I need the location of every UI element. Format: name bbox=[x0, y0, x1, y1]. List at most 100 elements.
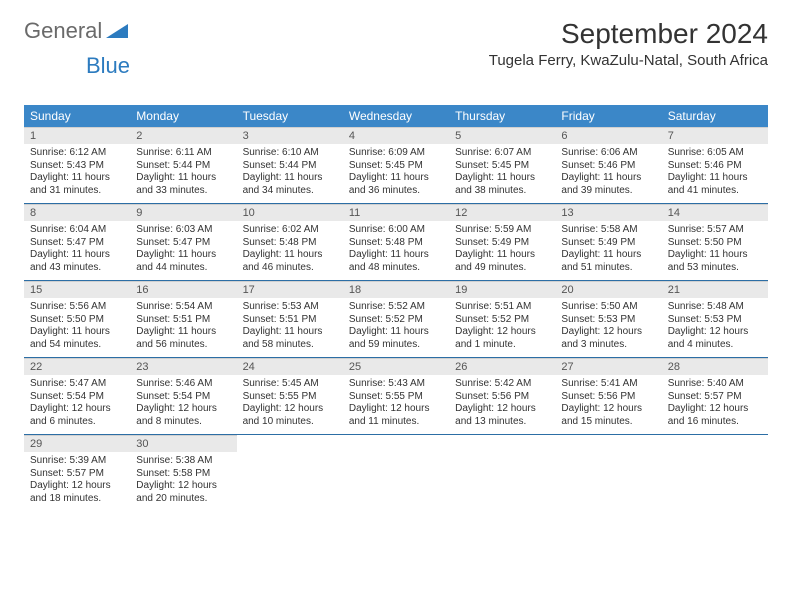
date-number: 8 bbox=[24, 204, 130, 221]
day-details: Sunrise: 5:47 AMSunset: 5:54 PMDaylight:… bbox=[24, 375, 130, 434]
daylight-line2: and 43 minutes. bbox=[30, 262, 124, 275]
daylight-line2: and 4 minutes. bbox=[668, 339, 762, 352]
sunset-text: Sunset: 5:49 PM bbox=[561, 237, 655, 250]
date-number: 19 bbox=[449, 281, 555, 298]
daylight-line1: Daylight: 11 hours bbox=[136, 326, 230, 339]
daylight-line1: Daylight: 11 hours bbox=[243, 249, 337, 262]
day-cell: 30Sunrise: 5:38 AMSunset: 5:58 PMDayligh… bbox=[130, 435, 236, 511]
sunset-text: Sunset: 5:49 PM bbox=[455, 237, 549, 250]
daylight-line2: and 49 minutes. bbox=[455, 262, 549, 275]
date-number: 21 bbox=[662, 281, 768, 298]
sunrise-text: Sunrise: 6:06 AM bbox=[561, 147, 655, 160]
daylight-line1: Daylight: 11 hours bbox=[243, 172, 337, 185]
sunset-text: Sunset: 5:46 PM bbox=[668, 160, 762, 173]
sunrise-text: Sunrise: 5:54 AM bbox=[136, 301, 230, 314]
sunset-text: Sunset: 5:46 PM bbox=[561, 160, 655, 173]
daylight-line2: and 18 minutes. bbox=[30, 493, 124, 506]
sunrise-text: Sunrise: 5:43 AM bbox=[349, 378, 443, 391]
sunset-text: Sunset: 5:48 PM bbox=[349, 237, 443, 250]
date-number: 22 bbox=[24, 358, 130, 375]
weekday-mon: Monday bbox=[130, 105, 236, 127]
sunrise-text: Sunrise: 5:46 AM bbox=[136, 378, 230, 391]
sunrise-text: Sunrise: 5:57 AM bbox=[668, 224, 762, 237]
day-cell: 6Sunrise: 6:06 AMSunset: 5:46 PMDaylight… bbox=[555, 127, 661, 203]
sunrise-text: Sunrise: 5:39 AM bbox=[30, 455, 124, 468]
sunrise-text: Sunrise: 6:10 AM bbox=[243, 147, 337, 160]
day-details: Sunrise: 6:11 AMSunset: 5:44 PMDaylight:… bbox=[130, 144, 236, 203]
day-cell: 5Sunrise: 6:07 AMSunset: 5:45 PMDaylight… bbox=[449, 127, 555, 203]
daylight-line2: and 38 minutes. bbox=[455, 185, 549, 198]
day-details: Sunrise: 6:04 AMSunset: 5:47 PMDaylight:… bbox=[24, 221, 130, 280]
day-cell: 2Sunrise: 6:11 AMSunset: 5:44 PMDaylight… bbox=[130, 127, 236, 203]
sunset-text: Sunset: 5:43 PM bbox=[30, 160, 124, 173]
daylight-line1: Daylight: 11 hours bbox=[30, 326, 124, 339]
daylight-line2: and 53 minutes. bbox=[668, 262, 762, 275]
sunset-text: Sunset: 5:44 PM bbox=[136, 160, 230, 173]
sunrise-text: Sunrise: 5:59 AM bbox=[455, 224, 549, 237]
day-details: Sunrise: 5:52 AMSunset: 5:52 PMDaylight:… bbox=[343, 298, 449, 357]
sunset-text: Sunset: 5:48 PM bbox=[243, 237, 337, 250]
day-cell: 12Sunrise: 5:59 AMSunset: 5:49 PMDayligh… bbox=[449, 204, 555, 280]
brand-logo: General bbox=[24, 18, 128, 44]
sunrise-text: Sunrise: 5:48 AM bbox=[668, 301, 762, 314]
daylight-line1: Daylight: 11 hours bbox=[136, 172, 230, 185]
date-number: 28 bbox=[662, 358, 768, 375]
day-cell: 28Sunrise: 5:40 AMSunset: 5:57 PMDayligh… bbox=[662, 358, 768, 434]
day-details: Sunrise: 6:02 AMSunset: 5:48 PMDaylight:… bbox=[237, 221, 343, 280]
weekday-thu: Thursday bbox=[449, 105, 555, 127]
day-details: Sunrise: 6:05 AMSunset: 5:46 PMDaylight:… bbox=[662, 144, 768, 203]
sunrise-text: Sunrise: 5:40 AM bbox=[668, 378, 762, 391]
day-details: Sunrise: 5:54 AMSunset: 5:51 PMDaylight:… bbox=[130, 298, 236, 357]
daylight-line1: Daylight: 12 hours bbox=[30, 480, 124, 493]
day-cell: 22Sunrise: 5:47 AMSunset: 5:54 PMDayligh… bbox=[24, 358, 130, 434]
day-cell: 20Sunrise: 5:50 AMSunset: 5:53 PMDayligh… bbox=[555, 281, 661, 357]
day-details: Sunrise: 5:42 AMSunset: 5:56 PMDaylight:… bbox=[449, 375, 555, 434]
day-cell: 25Sunrise: 5:43 AMSunset: 5:55 PMDayligh… bbox=[343, 358, 449, 434]
sunset-text: Sunset: 5:54 PM bbox=[136, 391, 230, 404]
sunrise-text: Sunrise: 5:42 AM bbox=[455, 378, 549, 391]
weekday-sat: Saturday bbox=[662, 105, 768, 127]
sunset-text: Sunset: 5:51 PM bbox=[243, 314, 337, 327]
sunset-text: Sunset: 5:47 PM bbox=[136, 237, 230, 250]
date-number: 12 bbox=[449, 204, 555, 221]
daylight-line1: Daylight: 11 hours bbox=[349, 249, 443, 262]
daylight-line2: and 20 minutes. bbox=[136, 493, 230, 506]
daylight-line2: and 31 minutes. bbox=[30, 185, 124, 198]
logo-triangle-icon bbox=[106, 24, 128, 38]
daylight-line1: Daylight: 12 hours bbox=[136, 480, 230, 493]
sunset-text: Sunset: 5:52 PM bbox=[455, 314, 549, 327]
sunset-text: Sunset: 5:55 PM bbox=[243, 391, 337, 404]
sunset-text: Sunset: 5:54 PM bbox=[30, 391, 124, 404]
day-details: Sunrise: 5:46 AMSunset: 5:54 PMDaylight:… bbox=[130, 375, 236, 434]
sunset-text: Sunset: 5:56 PM bbox=[455, 391, 549, 404]
sunrise-text: Sunrise: 6:07 AM bbox=[455, 147, 549, 160]
date-number: 27 bbox=[555, 358, 661, 375]
date-number: 14 bbox=[662, 204, 768, 221]
sunset-text: Sunset: 5:55 PM bbox=[349, 391, 443, 404]
calendar: Sunday Monday Tuesday Wednesday Thursday… bbox=[24, 105, 768, 511]
date-number: 1 bbox=[24, 127, 130, 144]
date-number: 2 bbox=[130, 127, 236, 144]
date-number: 9 bbox=[130, 204, 236, 221]
day-details: Sunrise: 6:03 AMSunset: 5:47 PMDaylight:… bbox=[130, 221, 236, 280]
daylight-line2: and 1 minute. bbox=[455, 339, 549, 352]
daylight-line1: Daylight: 12 hours bbox=[561, 326, 655, 339]
sunset-text: Sunset: 5:57 PM bbox=[30, 468, 124, 481]
day-cell bbox=[237, 435, 343, 511]
daylight-line1: Daylight: 11 hours bbox=[243, 326, 337, 339]
date-number: 7 bbox=[662, 127, 768, 144]
day-cell: 1Sunrise: 6:12 AMSunset: 5:43 PMDaylight… bbox=[24, 127, 130, 203]
sunrise-text: Sunrise: 5:51 AM bbox=[455, 301, 549, 314]
day-details: Sunrise: 5:48 AMSunset: 5:53 PMDaylight:… bbox=[662, 298, 768, 357]
weekday-tue: Tuesday bbox=[237, 105, 343, 127]
day-details: Sunrise: 5:56 AMSunset: 5:50 PMDaylight:… bbox=[24, 298, 130, 357]
weekday-wed: Wednesday bbox=[343, 105, 449, 127]
day-details: Sunrise: 6:07 AMSunset: 5:45 PMDaylight:… bbox=[449, 144, 555, 203]
date-number: 6 bbox=[555, 127, 661, 144]
day-cell: 14Sunrise: 5:57 AMSunset: 5:50 PMDayligh… bbox=[662, 204, 768, 280]
sunset-text: Sunset: 5:52 PM bbox=[349, 314, 443, 327]
day-details: Sunrise: 5:51 AMSunset: 5:52 PMDaylight:… bbox=[449, 298, 555, 357]
daylight-line1: Daylight: 12 hours bbox=[136, 403, 230, 416]
sunrise-text: Sunrise: 6:11 AM bbox=[136, 147, 230, 160]
sunrise-text: Sunrise: 5:53 AM bbox=[243, 301, 337, 314]
